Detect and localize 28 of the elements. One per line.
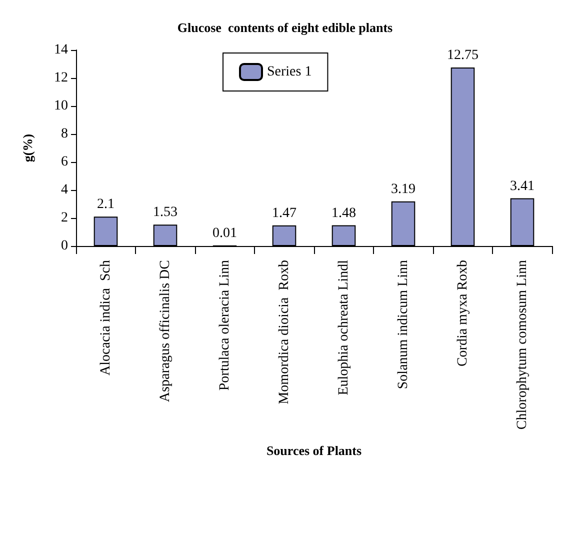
x-tick-label: Cordia myxa Roxb xyxy=(455,260,470,367)
data-label: 2.1 xyxy=(97,197,114,212)
data-label: 1.48 xyxy=(332,206,356,221)
x-tick-label: Momordica dioicia Roxb xyxy=(276,260,292,404)
x-tick-label: Portulaca oleracia Linn xyxy=(217,260,232,391)
chart-title: Glucose contents of eight edible plants xyxy=(177,20,393,35)
data-label: 3.19 xyxy=(391,182,416,197)
y-tick-label: 8 xyxy=(61,126,68,142)
y-tick-label: 4 xyxy=(61,182,68,198)
x-tick-label: Alocacia indica Sch xyxy=(98,260,114,376)
data-label: 0.01 xyxy=(212,226,237,241)
y-tick-label: 12 xyxy=(54,70,68,86)
y-tick-label: 6 xyxy=(61,154,68,170)
y-tick-label: 10 xyxy=(54,98,68,114)
y-tick-label: 0 xyxy=(61,238,68,254)
data-label: 3.41 xyxy=(510,178,534,194)
x-axis-title: Sources of Plants xyxy=(266,443,362,458)
data-label: 1.53 xyxy=(153,205,178,220)
y-axis-title: g(%) xyxy=(20,134,35,162)
data-label: 12.75 xyxy=(447,48,478,63)
data-label: 1.47 xyxy=(272,206,296,221)
legend-label: Series 1 xyxy=(267,64,312,80)
x-tick-label: Asparagus officinalis DC xyxy=(158,260,173,402)
x-tick-label: Eulophia ochreata Lindl xyxy=(336,260,352,396)
x-tick-label: Solanum indicum Linn xyxy=(396,260,411,390)
x-tick-label: Chlorophytum comosum Linn xyxy=(514,260,530,430)
y-tick-label: 14 xyxy=(54,42,68,58)
y-tick-label: 2 xyxy=(61,210,68,226)
